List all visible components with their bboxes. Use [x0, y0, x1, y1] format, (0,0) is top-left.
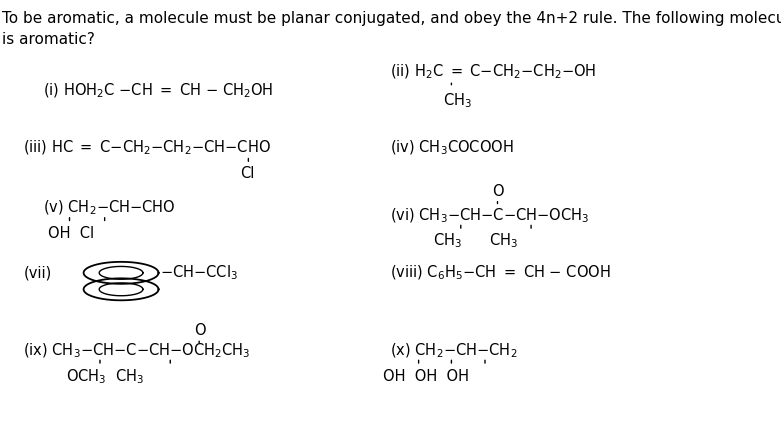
Text: is aromatic?: is aromatic?	[2, 32, 95, 47]
Text: To be aromatic, a molecule must be planar conjugated, and obey the 4n+2 rule. Th: To be aromatic, a molecule must be plana…	[2, 11, 781, 25]
Text: Cl: Cl	[241, 166, 255, 181]
Text: CH$_3$: CH$_3$	[443, 91, 472, 110]
Text: (v) CH$_2$$-$CH$-$CHO: (v) CH$_2$$-$CH$-$CHO	[43, 199, 176, 217]
Text: OH  OH  OH: OH OH OH	[383, 369, 469, 384]
Text: (iii) HC $=$ C$-$CH$_2$$-$CH$_2$$-$CH$-$CHO: (iii) HC $=$ C$-$CH$_2$$-$CH$_2$$-$CH$-$…	[23, 139, 271, 157]
Text: (ii) H$_2$C $=$ C$-$CH$_2$$-$CH$_2$$-$OH: (ii) H$_2$C $=$ C$-$CH$_2$$-$CH$_2$$-$OH	[390, 63, 597, 81]
Text: (vi) CH$_3$$-$CH$-$C$-$CH$-$OCH$_3$: (vi) CH$_3$$-$CH$-$C$-$CH$-$OCH$_3$	[390, 206, 590, 225]
Text: (iv) CH$_3$COCOOH: (iv) CH$_3$COCOOH	[390, 139, 514, 157]
Text: (vii): (vii)	[23, 265, 52, 280]
Text: (i) HOH$_2$C $-$CH $=$ CH $-$ CH$_2$OH: (i) HOH$_2$C $-$CH $=$ CH $-$ CH$_2$OH	[43, 82, 273, 100]
Text: O: O	[194, 323, 205, 338]
Text: (ix) CH$_3$$-$CH$-$C$-$CH$-$OCH$_2$CH$_3$: (ix) CH$_3$$-$CH$-$C$-$CH$-$OCH$_2$CH$_3…	[23, 342, 251, 360]
Text: CH$_3$      CH$_3$: CH$_3$ CH$_3$	[433, 232, 518, 250]
Text: $-$CH$-$CCl$_3$: $-$CH$-$CCl$_3$	[160, 264, 238, 282]
Text: OH  Cl: OH Cl	[48, 226, 95, 241]
Text: O: O	[492, 184, 504, 199]
Text: OCH$_3$  CH$_3$: OCH$_3$ CH$_3$	[66, 367, 144, 386]
Text: (viii) C$_6$H$_5$$-$CH $=$ CH $-$ COOH: (viii) C$_6$H$_5$$-$CH $=$ CH $-$ COOH	[390, 264, 611, 282]
Text: (x) CH$_2$$-$CH$-$CH$_2$: (x) CH$_2$$-$CH$-$CH$_2$	[390, 342, 518, 360]
